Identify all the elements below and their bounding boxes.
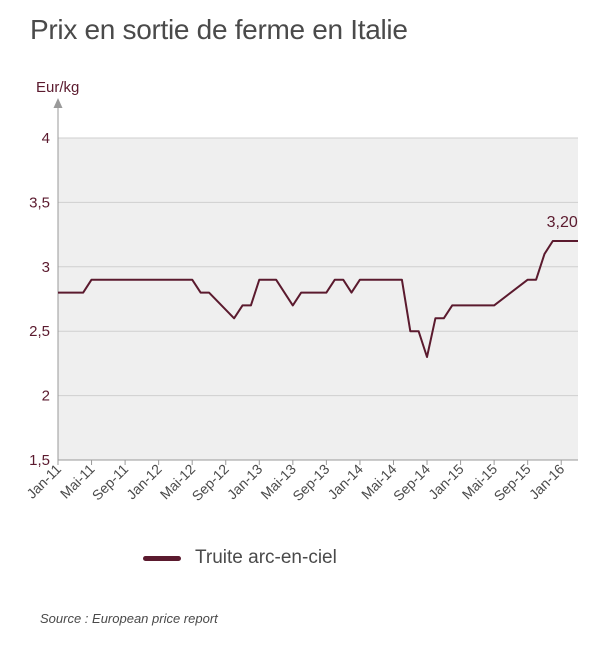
series-line-truite-arc-en-ciel xyxy=(58,240,578,358)
y-tick-labels: 1,5 2 2,5 3 3,5 4 xyxy=(29,130,50,469)
legend: Truite arc-en-ciel xyxy=(143,547,337,569)
y-tick-label: 1,5 xyxy=(29,452,50,469)
x-tick-label: Sep-11 xyxy=(89,461,132,504)
y-tick-label: 3 xyxy=(42,259,50,276)
y-axis-arrow xyxy=(53,98,63,108)
legend-swatch-truite xyxy=(143,555,181,561)
legend-label-truite: Truite arc-en-ciel xyxy=(195,547,337,568)
plot-area xyxy=(58,138,578,460)
x-tick-label: Jan-16 xyxy=(526,461,568,503)
source-note: Source : European price report xyxy=(40,611,218,626)
chart-title: Prix en sortie de ferme en Italie xyxy=(30,14,408,45)
y-axis-unit-label: Eur/kg xyxy=(36,79,79,96)
y-axis: Eur/kg xyxy=(36,79,79,460)
x-tick-label: Sep-12 xyxy=(189,461,232,504)
x-tick-label: Sep-14 xyxy=(390,461,433,504)
y-tick-label: 2 xyxy=(42,388,50,405)
x-tick-label: Jan-14 xyxy=(324,461,366,503)
gridlines xyxy=(58,137,578,397)
data-label-last-value: 3,20 xyxy=(547,214,578,231)
x-tick-label: Sep-13 xyxy=(289,461,332,504)
x-tick-label: Jan-15 xyxy=(425,461,467,503)
x-tick-label: Jan-12 xyxy=(123,461,165,503)
line-chart: Eur/kg 1,5 2 2,5 3 3,5 4 Jan-11Mai-11Sep-11Ja… xyxy=(23,79,578,504)
y-tick-label: 4 xyxy=(42,130,50,147)
y-tick-label: 2,5 xyxy=(29,323,50,340)
x-tick-labels: Jan-11Mai-11Sep-11Jan-12Mai-12Sep-12Jan-… xyxy=(23,460,567,504)
x-tick-label: Sep-15 xyxy=(491,461,534,504)
y-tick-label: 3,5 xyxy=(29,194,50,211)
x-tick-label: Jan-13 xyxy=(224,461,266,503)
